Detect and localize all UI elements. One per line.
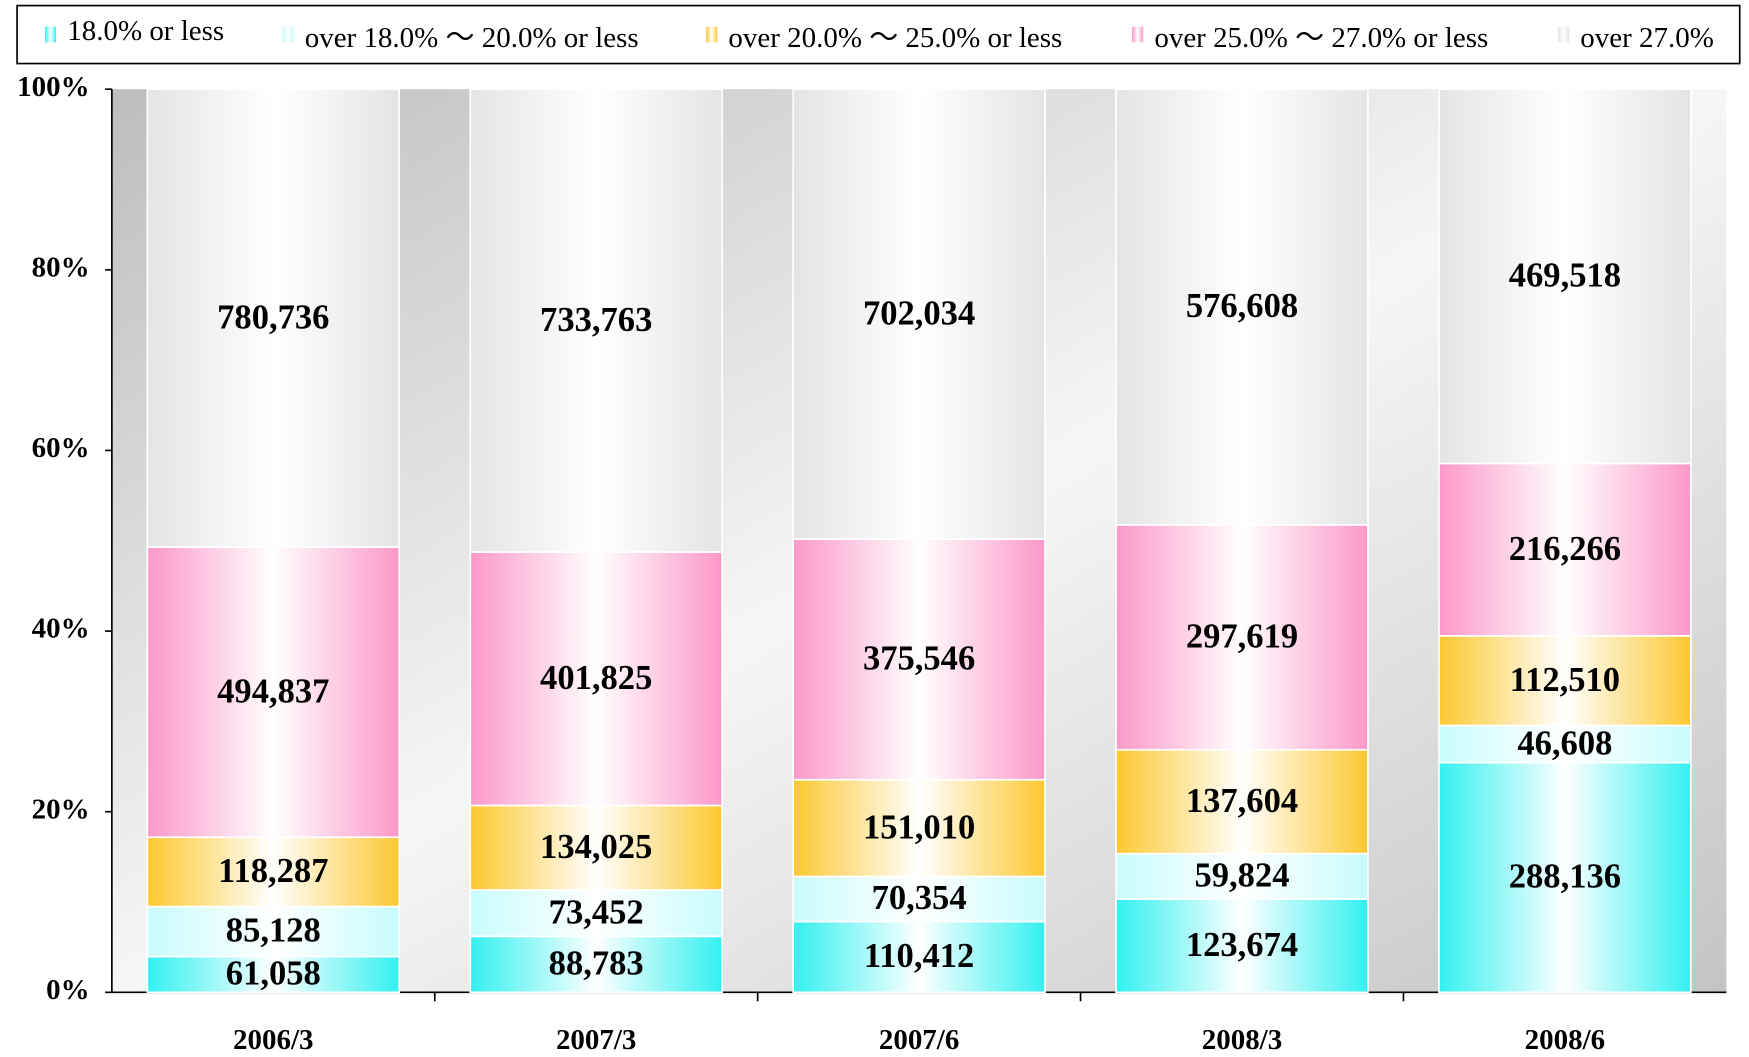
bar-segment (1115, 524, 1369, 751)
bar-segment (469, 889, 723, 938)
bar-segment (1115, 852, 1369, 900)
value-label: 137,604 (1186, 782, 1298, 820)
bar-segment (146, 836, 401, 908)
y-tick-label: 20% (32, 793, 90, 825)
legend-label: over 25.0% ～ 27.0% or less (1154, 22, 1488, 54)
value-label: 151,010 (863, 808, 975, 846)
x-tick-label: 2007/6 (879, 1024, 959, 1056)
value-label: 85,128 (226, 912, 321, 950)
bar-segment (146, 88, 401, 548)
bar-segment (469, 804, 723, 891)
value-label: 118,287 (218, 852, 328, 890)
legend-label: 18.0% or less (67, 15, 224, 47)
y-tick-label: 0% (46, 974, 89, 1006)
legend-swatch (282, 26, 294, 43)
value-label: 123,674 (1186, 926, 1298, 964)
x-tick-label: 2008/6 (1525, 1024, 1605, 1056)
bar-segment (146, 905, 401, 958)
value-label: 61,058 (226, 955, 321, 993)
value-label: 73,452 (549, 893, 644, 931)
value-label: 576,608 (1186, 287, 1298, 325)
legend-swatch (44, 26, 57, 43)
y-tick-label: 100% (17, 71, 89, 103)
bar-segment (792, 538, 1046, 781)
value-label: 494,837 (217, 672, 329, 710)
bar-segment (792, 778, 1046, 878)
bar-segment (1438, 462, 1692, 637)
bar-segment (1438, 724, 1692, 764)
bar-segment (792, 920, 1046, 994)
bar-segment (1115, 748, 1369, 855)
bar-segment (1438, 88, 1692, 465)
bar-segment (1438, 634, 1692, 727)
value-label: 702,034 (863, 294, 975, 332)
bar-segment (792, 875, 1046, 923)
bar-segment (469, 88, 723, 553)
bar-segment (792, 88, 1046, 540)
value-label: 733,763 (540, 301, 652, 339)
bar-segment (146, 546, 401, 839)
legend-box (16, 4, 1741, 65)
value-label: 110,412 (864, 937, 974, 975)
x-tick-label: 2008/3 (1202, 1024, 1282, 1056)
value-label: 288,136 (1509, 858, 1621, 896)
value-label: 375,546 (863, 640, 975, 678)
value-label: 59,824 (1194, 856, 1289, 894)
y-tick-label: 40% (32, 613, 90, 645)
x-tick-label: 2006/3 (233, 1024, 313, 1056)
x-tick-label: 2007/3 (556, 1024, 636, 1056)
bar-segment (1115, 898, 1369, 994)
value-label: 46,608 (1517, 724, 1612, 762)
y-tick-label: 60% (32, 432, 90, 464)
y-tick-label: 80% (32, 251, 90, 283)
legend-swatch (1557, 26, 1570, 43)
value-label: 70,354 (872, 879, 967, 917)
legend-label: over 27.0% (1580, 22, 1714, 54)
value-label: 469,518 (1509, 256, 1621, 294)
value-label: 401,825 (540, 659, 652, 697)
legend-label: over 20.0% ～ 25.0% or less (728, 22, 1062, 54)
bar-segment (1115, 88, 1369, 526)
bar-segment (1438, 761, 1692, 994)
bar-segment (469, 551, 723, 807)
legend-label: over 18.0% ～ 20.0% or less (305, 22, 639, 54)
value-label: 112,510 (1510, 661, 1620, 699)
legend-swatch (706, 26, 718, 43)
value-label: 88,783 (549, 944, 644, 982)
legend-swatch (1132, 26, 1144, 43)
value-label: 134,025 (540, 828, 652, 866)
value-label: 216,266 (1509, 530, 1621, 568)
value-label: 297,619 (1186, 617, 1298, 655)
value-label: 780,736 (217, 298, 329, 336)
